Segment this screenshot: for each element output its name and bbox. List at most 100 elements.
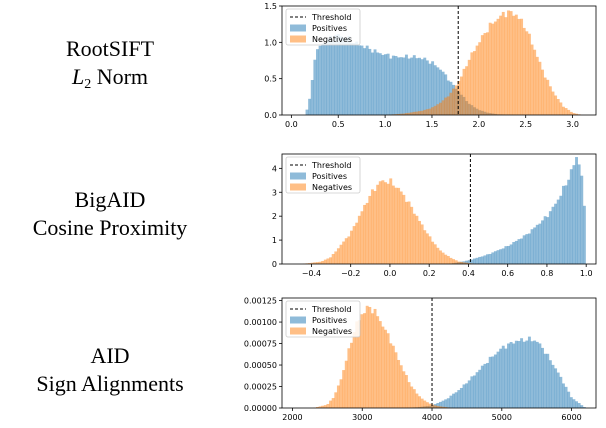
legend-label: Positives	[312, 24, 347, 33]
histogram-bar	[473, 375, 476, 408]
histogram-bar	[525, 31, 529, 115]
x-tick-label: −0.4	[302, 269, 321, 278]
y-tick-label: 1.0	[264, 38, 277, 47]
histogram-bar	[394, 352, 398, 408]
histogram-bar	[473, 51, 476, 115]
histogram-bar	[326, 258, 330, 264]
histogram-bar	[305, 109, 309, 115]
histogram-bar	[548, 360, 552, 408]
histogram-bar	[323, 43, 327, 115]
histogram-bar	[352, 226, 356, 264]
histogram-bar	[404, 54, 408, 115]
histogram-bar	[551, 364, 555, 408]
histogram-bar	[465, 262, 469, 264]
histogram-bar	[394, 187, 398, 264]
histogram-bar	[428, 236, 432, 264]
row-label-rootsift: RootSIFT L2 Norm	[0, 35, 220, 99]
histogram-bar	[512, 343, 516, 408]
histogram-bar	[462, 68, 466, 115]
histogram-bar	[347, 36, 351, 115]
histogram-bar	[535, 224, 539, 264]
histogram-bar	[470, 376, 474, 408]
histogram-bar	[543, 77, 547, 115]
histogram-bar	[514, 240, 518, 264]
histogram-bar	[564, 386, 568, 408]
histogram-bar	[412, 111, 416, 115]
histogram-bar	[334, 251, 338, 264]
histogram-bar	[496, 18, 500, 116]
histogram-bar	[323, 259, 327, 264]
histogram-bar	[365, 45, 369, 115]
histogram-bar	[580, 175, 584, 264]
histogram-bar	[452, 393, 455, 408]
x-tick-label: 3.0	[566, 120, 579, 129]
histogram-bar	[389, 178, 393, 264]
legend: Threshold Positives Negatives	[285, 300, 361, 338]
histogram-bar	[399, 365, 403, 408]
histogram-bar	[512, 242, 516, 264]
x-tick-label: 0.8	[541, 269, 554, 278]
histogram-bar	[370, 189, 374, 264]
histogram-bar	[397, 187, 401, 264]
histogram-bar	[420, 398, 424, 408]
histogram-bar	[509, 244, 513, 264]
histogram-bar	[501, 248, 505, 264]
histogram-bar	[446, 256, 450, 264]
histogram-bar	[342, 37, 346, 115]
histogram-bar	[483, 33, 487, 115]
histogram-bar	[402, 371, 406, 408]
histogram-bar	[339, 379, 343, 408]
histogram-bar	[493, 354, 497, 408]
histogram-bar	[370, 313, 374, 408]
histogram-bar	[389, 343, 393, 408]
histogram-bar	[316, 407, 319, 408]
histogram-bar	[433, 65, 437, 115]
x-tick-label: 0.5	[332, 120, 345, 129]
histogram-bar	[357, 320, 361, 408]
legend-positives-swatch	[290, 172, 306, 180]
plot-frame	[281, 153, 597, 265]
chart-rootsift: 0.0 0.5 1.0 1.5 2.0 2.5 3.0 0.0 0.5 1.0 1.5 Thresho…	[264, 2, 597, 129]
histogram-bar	[425, 402, 429, 408]
histogram-bar	[541, 347, 544, 408]
histogram-bar	[538, 343, 542, 408]
histogram-bar	[454, 85, 458, 115]
histogram-bar	[480, 365, 484, 408]
y-tick-label: 1	[272, 236, 277, 245]
histogram-bar	[556, 199, 560, 264]
histogram-bar	[475, 372, 479, 408]
histogram-bar	[473, 258, 476, 264]
histogram-bar	[439, 250, 442, 264]
histogram-bar	[399, 191, 403, 264]
histogram-bar	[433, 244, 437, 264]
histogram-bar	[360, 211, 364, 264]
histogram-bar	[360, 314, 364, 408]
histogram-bar	[504, 246, 508, 264]
legend-positives-swatch	[290, 316, 306, 324]
histogram-bar	[535, 341, 539, 408]
histogram-bar	[347, 348, 351, 408]
legend-label: Threshold	[311, 161, 351, 170]
histogram-bar	[467, 263, 471, 264]
histogram-bar	[496, 351, 500, 408]
x-tick-label: 2000	[282, 413, 302, 422]
histogram-bar	[475, 257, 479, 264]
histogram-bar	[470, 259, 474, 264]
histogram-bar	[329, 257, 333, 264]
histogram-bar	[318, 406, 322, 408]
histogram-bar	[527, 33, 531, 115]
histogram-bar	[363, 313, 367, 408]
row-label-line2: L2 Norm	[71, 64, 149, 92]
histogram-bar	[436, 403, 440, 408]
histogram-bar	[520, 338, 524, 408]
legend-positives-swatch	[290, 24, 306, 32]
histogram-bar	[457, 261, 461, 264]
histogram-bar	[397, 57, 401, 115]
histogram-bar	[527, 233, 531, 264]
y-tick-label: 2	[272, 212, 277, 221]
histogram-bar	[316, 49, 319, 115]
histogram-bar	[350, 42, 353, 116]
histogram-bar	[323, 405, 327, 408]
histogram-bar	[357, 215, 361, 264]
histogram-bar	[546, 79, 550, 115]
